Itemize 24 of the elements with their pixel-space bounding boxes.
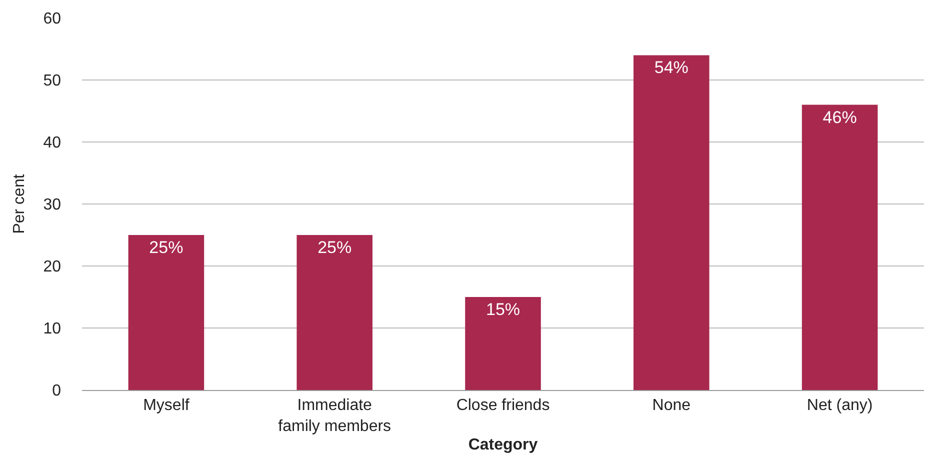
- data-label: 25%: [318, 238, 352, 257]
- bar: [802, 104, 878, 390]
- x-axis-title: Category: [468, 436, 538, 454]
- data-label: 25%: [149, 238, 184, 257]
- y-tick-label: 50: [43, 72, 62, 90]
- y-tick-label: 20: [43, 258, 62, 276]
- x-tick-label: Close friends: [456, 397, 550, 414]
- x-tick-label: None: [652, 397, 691, 414]
- y-tick-label: 30: [43, 196, 62, 214]
- data-label: 15%: [486, 300, 520, 319]
- bar: [634, 55, 710, 390]
- y-tick-label: 10: [43, 320, 62, 338]
- x-tick-label: Myself: [143, 397, 190, 414]
- data-label: 46%: [822, 108, 857, 127]
- data-label: 54%: [654, 58, 688, 78]
- x-tick-label: Net (any): [806, 397, 873, 414]
- bar: [128, 235, 204, 390]
- y-tick-label: 40: [43, 134, 62, 152]
- bar: [296, 235, 372, 390]
- y-tick-label: 0: [52, 382, 62, 400]
- y-tick-label: 60: [43, 10, 62, 28]
- bar: [465, 297, 541, 390]
- y-axis-title: Per cent: [11, 174, 28, 234]
- x-tick-label: Immediate family members: [278, 397, 392, 435]
